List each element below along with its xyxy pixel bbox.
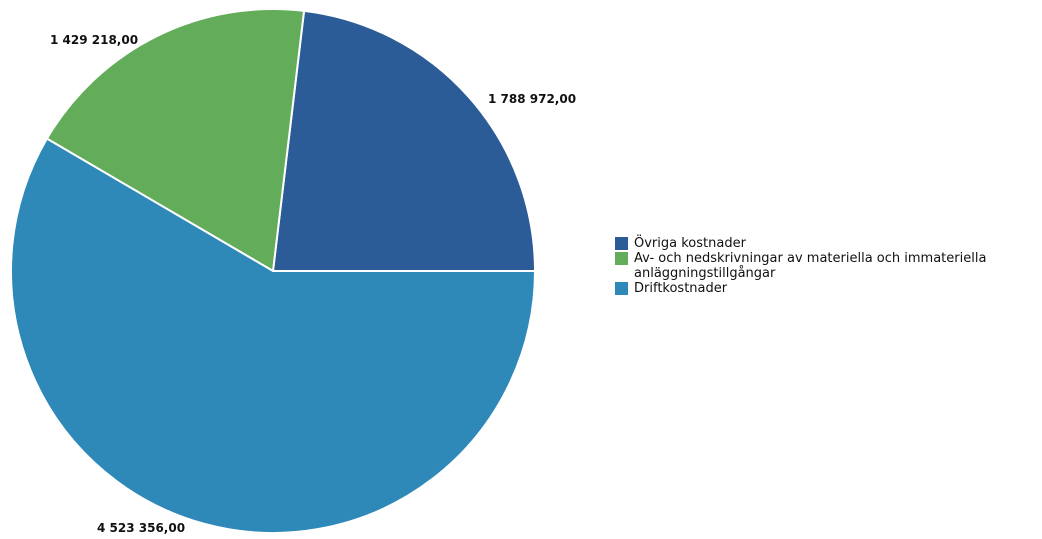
pie-slice-driftkostnader [10, 137, 536, 534]
legend: Övriga kostnader Av- och nedskrivningar … [615, 236, 1040, 296]
legend-item-avskrivningar: Av- och nedskrivningar av materiella och… [615, 251, 1040, 281]
pie-slice-avskrivningar [45, 8, 306, 272]
legend-swatch-driftkostnader [615, 282, 628, 295]
legend-swatch-avskrivningar [615, 252, 628, 265]
legend-label-driftkostnader: Driftkostnader [634, 281, 728, 296]
legend-label-ovriga-kostnader: Övriga kostnader [634, 236, 746, 251]
pie-slices [10, 8, 536, 534]
legend-item-driftkostnader: Driftkostnader [615, 281, 1040, 296]
data-label-driftkostnader: 4 523 356,00 [97, 521, 185, 535]
data-label-avskrivningar: 1 429 218,00 [50, 33, 138, 47]
legend-swatch-ovriga-kostnader [615, 237, 628, 250]
legend-item-ovriga-kostnader: Övriga kostnader [615, 236, 1040, 251]
legend-label-avskrivningar: Av- och nedskrivningar av materiella och… [634, 251, 987, 281]
data-label-ovriga-kostnader: 1 788 972,00 [488, 92, 576, 106]
pie-slice-ovriga-kostnader [272, 9, 536, 272]
